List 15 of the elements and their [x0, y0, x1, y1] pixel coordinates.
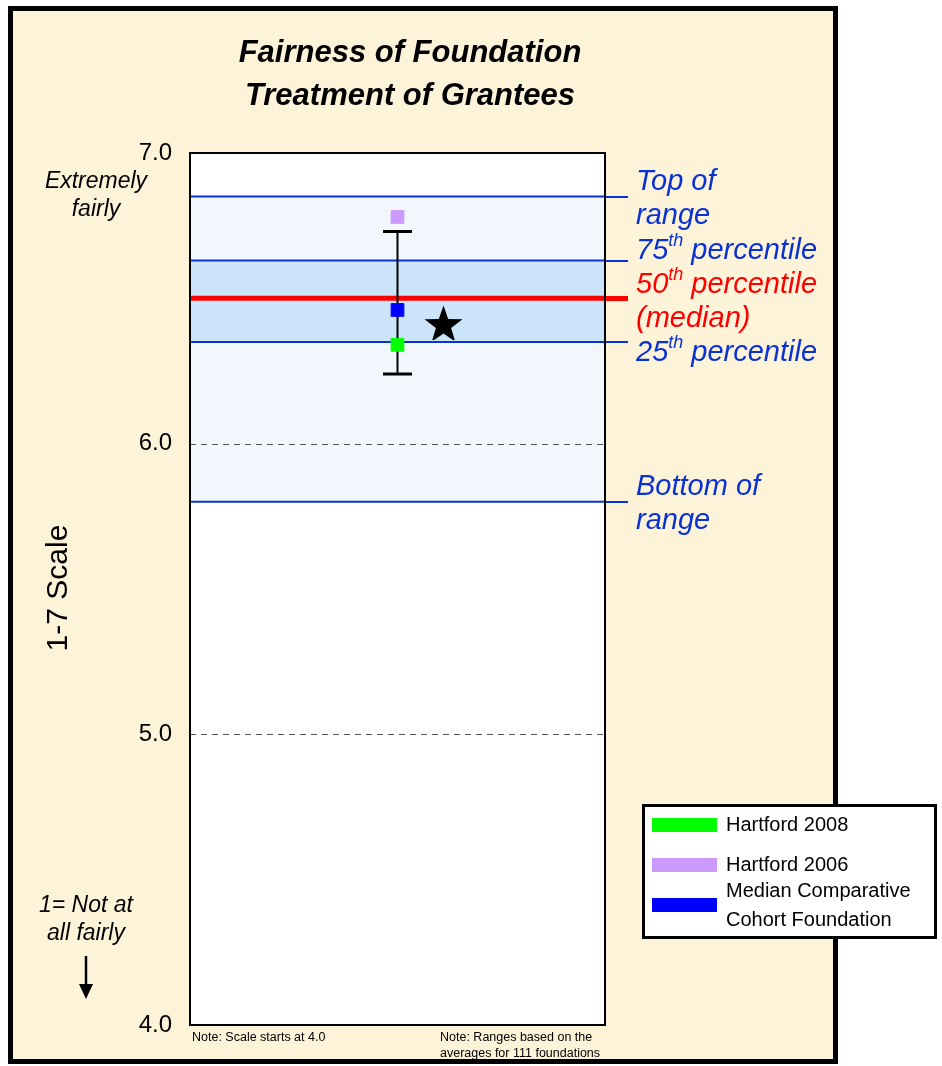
- legend-label: Hartford 2008: [726, 812, 849, 837]
- y-tick-label: 5.0: [138, 718, 172, 746]
- ref-line-label: Bottom of range: [636, 467, 761, 536]
- text: Note: Ranges based on the averages for 111 foundations: [440, 1029, 602, 1061]
- y-axis-title: 1-7 Scale: [40, 524, 74, 652]
- legend-label: Median Comparative Cohort Foundation: [726, 878, 912, 932]
- text: Note: Scale starts at 4.0: [192, 1029, 327, 1045]
- ref-line-label: 75$^{th}$ percentile: [636, 229, 818, 267]
- text: 1= Not at all fairly: [38, 890, 135, 946]
- y-tick-label: 6.0: [138, 428, 172, 456]
- y-tick-label: 4.0: [138, 1009, 172, 1037]
- chart-title: Fairness of Foundation Treatment of Grantees: [237, 33, 583, 114]
- text: Extremely fairly: [43, 166, 149, 222]
- y-tick-label: 7.0: [138, 137, 172, 165]
- legend-label: Hartford 2006: [726, 852, 849, 877]
